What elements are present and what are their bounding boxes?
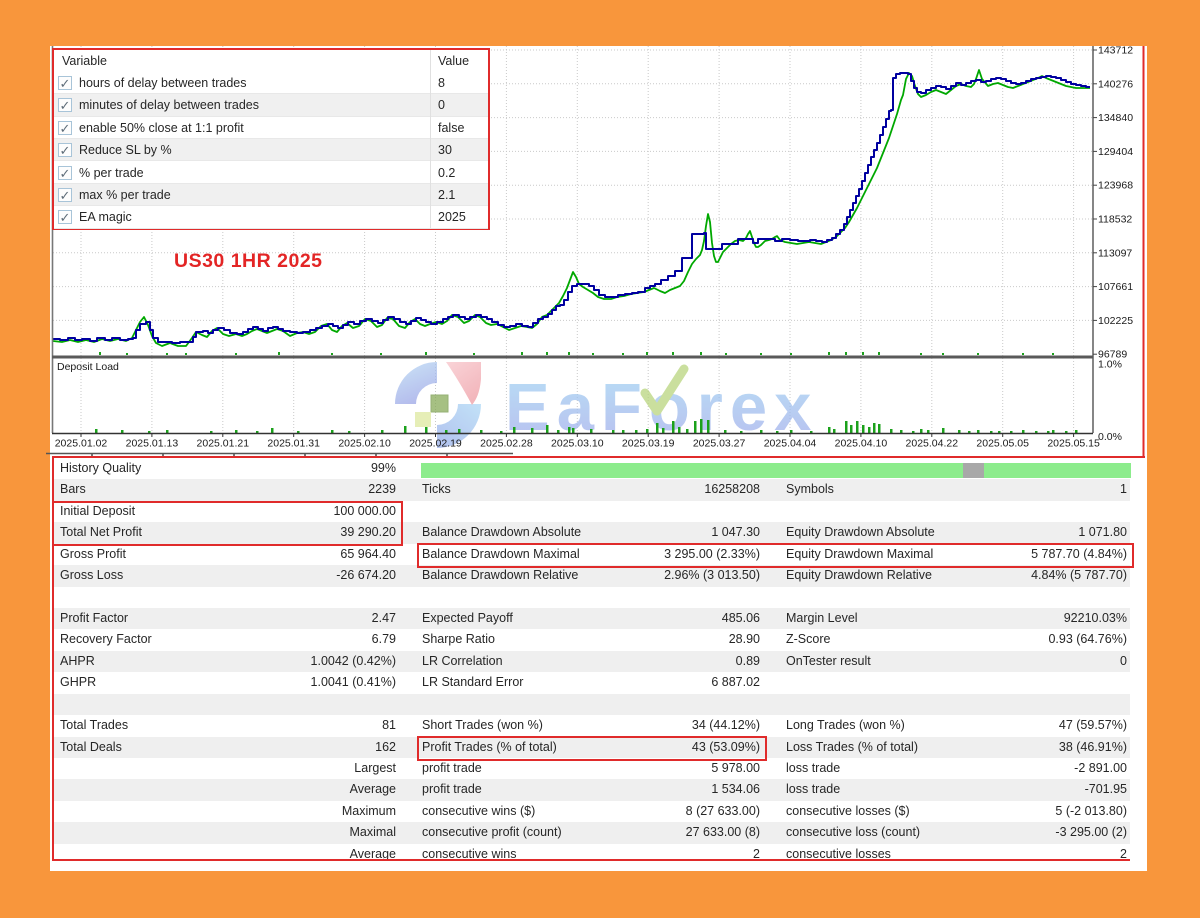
svg-text:140276: 140276 [1098,78,1133,90]
svg-text:Deposit Load: Deposit Load [57,361,119,373]
svg-text:2025.01.02: 2025.01.02 [55,438,108,450]
svg-text:134840: 134840 [1098,112,1133,124]
svg-text:113097: 113097 [1098,247,1132,259]
svg-text:129404: 129404 [1098,146,1133,158]
svg-text:2025.02.19: 2025.02.19 [409,438,462,450]
svg-text:118532: 118532 [1098,214,1132,226]
svg-text:96789: 96789 [1098,349,1127,361]
svg-text:2025.04.04: 2025.04.04 [764,438,817,450]
svg-text:107661: 107661 [1098,281,1133,293]
svg-text:2025.01.31: 2025.01.31 [267,438,320,450]
svg-text:143712: 143712 [1098,45,1133,57]
svg-text:2025.03.19: 2025.03.19 [622,438,675,450]
svg-text:2025.03.27: 2025.03.27 [693,438,746,450]
svg-text:2025.05.05: 2025.05.05 [976,438,1029,450]
svg-text:2025.01.13: 2025.01.13 [126,438,179,450]
svg-text:2025.02.10: 2025.02.10 [338,438,391,450]
svg-text:2025.05.15: 2025.05.15 [1047,438,1100,450]
svg-text:2025.04.22: 2025.04.22 [906,438,959,450]
svg-text:2025.01.21: 2025.01.21 [197,438,250,450]
svg-text:1.0%: 1.0% [1098,359,1122,371]
svg-text:102225: 102225 [1098,315,1133,327]
svg-text:2025.02.28: 2025.02.28 [480,438,533,450]
svg-text:123968: 123968 [1098,180,1133,192]
svg-text:2025.04.10: 2025.04.10 [835,438,888,450]
svg-text:0.0%: 0.0% [1098,431,1122,443]
svg-text:2025.03.10: 2025.03.10 [551,438,604,450]
